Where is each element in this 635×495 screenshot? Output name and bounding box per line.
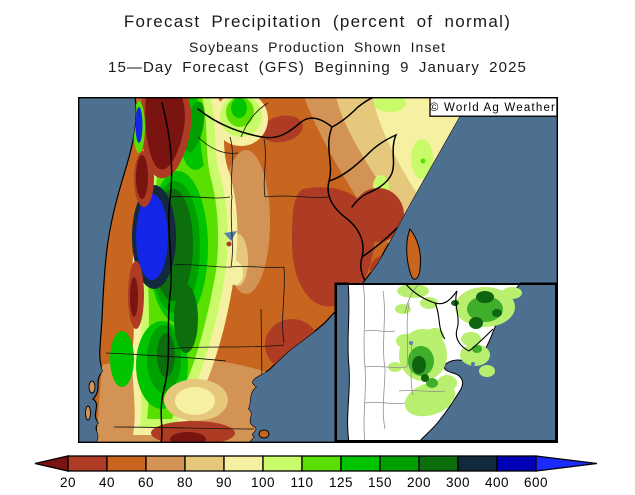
valdes-peninsula — [258, 429, 270, 439]
colorbar-tick-label: 300 — [446, 475, 470, 490]
province-borders — [105, 102, 331, 430]
colorbar-segment — [418, 455, 459, 472]
colorbar-tick-label: 150 — [368, 475, 392, 490]
inset-soy-areas-dark — [412, 291, 502, 382]
forecast-map: © World Ag Weather — [78, 97, 558, 443]
country-borders — [160, 97, 421, 443]
copyright-box: © World Ag Weather — [429, 97, 558, 117]
lagoa-dos-patos — [406, 228, 421, 280]
colorbar-segment — [223, 455, 264, 472]
page-subtitle-forecast: 15—Day Forecast (GFS) Beginning 9 Januar… — [108, 59, 527, 76]
inset-soy-areas-light — [388, 284, 522, 417]
colorbar-segment — [457, 455, 498, 472]
soybean-production-inset — [334, 282, 558, 443]
colorbar-segment — [496, 455, 537, 472]
colorbar-tick-label: 600 — [524, 475, 548, 490]
colorbar-tick-label: 20 — [60, 475, 76, 490]
colorbar-segment — [340, 455, 381, 472]
inset-frame — [335, 283, 557, 442]
colorbar-segment — [67, 455, 108, 472]
colorbar-tick-label: 80 — [177, 475, 193, 490]
colorbar-segment — [379, 455, 420, 472]
colorbar-segment — [262, 455, 303, 472]
colorbar-tick-label: 100 — [251, 475, 275, 490]
colorbar-left-arrow — [34, 455, 69, 472]
mar-chiquita-lake — [224, 231, 237, 247]
inset-pacific-ocean — [334, 282, 350, 443]
inset-country-borders — [404, 282, 494, 352]
colorbar-segment — [145, 455, 186, 472]
page-title: Forecast Precipitation (percent of norma… — [123, 12, 512, 31]
precipitation-shading — [96, 97, 470, 443]
page-subtitle-inset: Soybeans Production Shown Inset — [188, 39, 447, 55]
colorbar-segment — [106, 455, 147, 472]
colorbar-tick-label: 110 — [290, 475, 313, 490]
colorbar-tick-label: 200 — [407, 475, 431, 490]
colorbar-segment — [184, 455, 225, 472]
inset-province-borders — [362, 282, 446, 443]
colorbar-tick-label: 400 — [485, 475, 509, 490]
copyright-text: © World Ag Weather — [430, 102, 556, 114]
colorbar-tick-label: 60 — [138, 475, 154, 490]
colorbar-tick-label: 90 — [216, 475, 232, 490]
colorbar-tick-label: 40 — [99, 475, 115, 490]
colorbar-right-arrow — [535, 455, 598, 472]
colorbar: 20 40 60 80 90 100 110 125 150 200 300 400 600 — [34, 455, 598, 490]
colorbar-segment — [301, 455, 342, 472]
colorbar-tick-label: 125 — [329, 475, 353, 490]
map-frame — [78, 97, 558, 443]
